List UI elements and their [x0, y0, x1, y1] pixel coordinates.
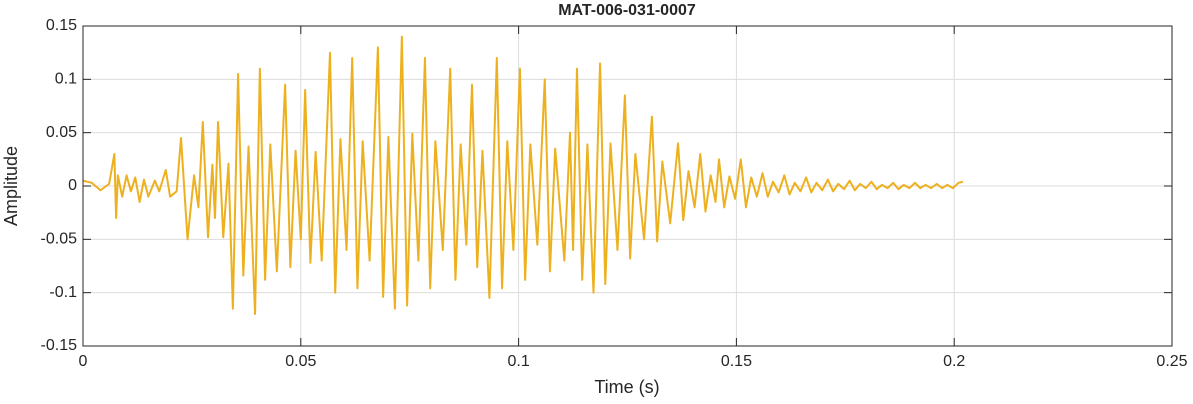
chart-title: MAT-006-031-0007: [558, 2, 696, 19]
waveform-line: [82, 35, 964, 315]
x-tick-label: 0.2: [943, 353, 965, 370]
x-tick-label: 0.15: [721, 353, 752, 370]
y-tick-label: -0.15: [41, 337, 78, 354]
y-tick-label: -0.05: [41, 231, 78, 248]
x-tick-label: 0.1: [507, 353, 529, 370]
y-axis-label: Amplitude: [1, 146, 21, 226]
y-tick-label: 0.1: [55, 71, 77, 88]
x-tick-label: 0.05: [285, 353, 316, 370]
x-tick-label: 0.25: [1156, 353, 1187, 370]
y-tick-label: -0.1: [49, 284, 77, 301]
y-tick-label: 0: [68, 177, 77, 194]
axes-box: [82, 25, 1173, 347]
y-tick-label: 0.05: [46, 124, 77, 141]
x-tick-label: 0: [79, 353, 88, 370]
x-axis-label: Time (s): [594, 377, 659, 397]
y-tick-label: 0.15: [46, 17, 77, 34]
